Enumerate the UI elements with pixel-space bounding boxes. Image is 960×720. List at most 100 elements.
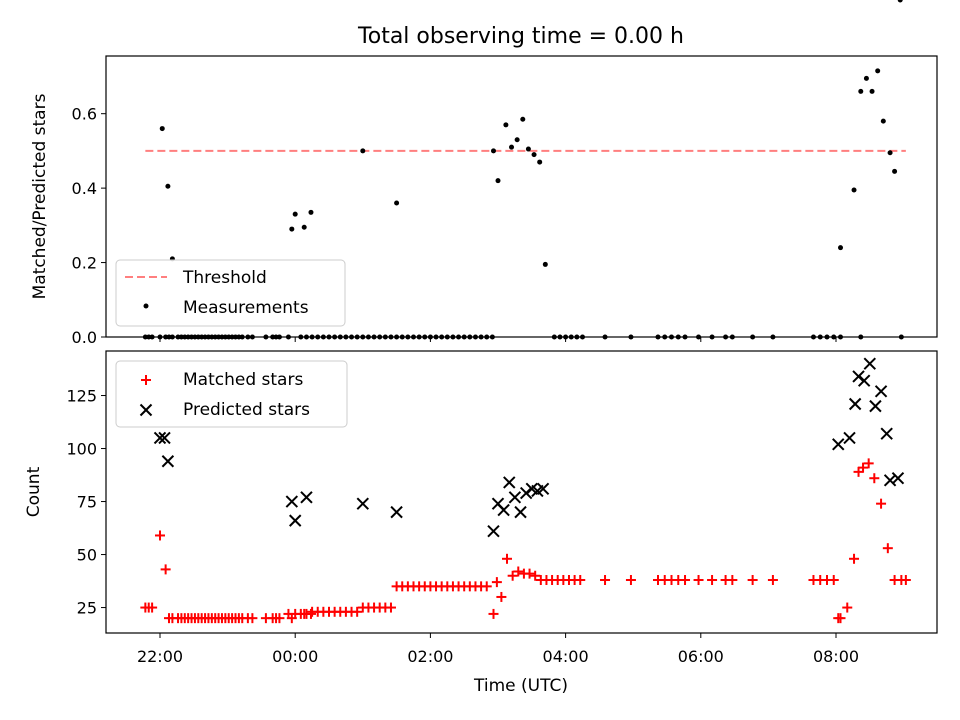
measurement-point [520, 116, 526, 122]
measurement-point [490, 148, 496, 154]
top-axes-frame [105, 55, 938, 338]
measurement-point [394, 200, 400, 206]
predicted-star-point [288, 514, 302, 527]
y-tick-label: 125 [66, 387, 97, 406]
matched-star-point [524, 568, 535, 579]
matched-star-point [488, 608, 499, 619]
measurement-point [897, 0, 903, 3]
x-tick-label: 22:00 [137, 647, 183, 666]
legend-predicted-label: Predicted stars [183, 400, 310, 420]
matched-star-point [828, 574, 839, 585]
measurement-point [531, 152, 537, 158]
legend-threshold-label: Threshold [182, 268, 267, 288]
predicted-star-point [158, 431, 171, 445]
y-tick-label: 100 [66, 440, 97, 459]
matched-star-point [385, 602, 396, 613]
predicted-star-point [843, 431, 856, 445]
predicted-star-point [285, 495, 299, 508]
matched-star-point [305, 608, 316, 619]
top-y-axis-label: Matched/Predicted stars [30, 93, 50, 299]
matched-star-point [496, 591, 507, 602]
matched-star-point [842, 602, 853, 613]
legend-predicted-marker [139, 403, 153, 417]
measurement-point [887, 150, 893, 156]
predicted-star-point [514, 505, 527, 519]
predicted-star-point [874, 385, 888, 398]
measurement-point [503, 122, 509, 128]
measurement-point [159, 126, 165, 132]
matched-star-point [247, 613, 258, 624]
measurement-point [289, 226, 295, 232]
matched-star-point [160, 564, 171, 575]
matched-star-point [481, 581, 492, 592]
predicted-star-point [300, 491, 313, 504]
predicted-star-point [863, 357, 877, 370]
predicted-star-point [487, 525, 500, 538]
matched-star-point [849, 553, 860, 564]
measurement-point [542, 261, 548, 267]
predicted-star-point [390, 505, 403, 519]
matched-star-point [707, 574, 718, 585]
legend-matched-label: Matched stars [183, 370, 303, 390]
bottom-panel: 25 50 75 100 125 22:00 00:00 02:00 04:00 06:00 08… [24, 350, 938, 696]
top-legend-box [115, 259, 346, 327]
measurement-point [851, 187, 857, 193]
legend-plus [141, 375, 151, 385]
predicted-star-point [832, 438, 845, 451]
y-tick-label: 0.2 [72, 254, 97, 273]
bottom-y-axis-label: Count [24, 466, 44, 517]
matched-star-point [502, 553, 513, 564]
measurement-point [514, 137, 520, 143]
measurement-point [525, 146, 531, 152]
chart-title: Total observing time = 0.00 h [357, 24, 684, 49]
x-tick-label: 00:00 [272, 647, 318, 666]
matched-star-point [507, 570, 518, 581]
y-tick-label: 0.0 [72, 328, 97, 347]
measurement-point [292, 211, 298, 217]
measurement-point [308, 209, 314, 215]
matched-star-point [900, 574, 911, 585]
matched-star-point [727, 574, 738, 585]
matched-star-point [274, 613, 285, 624]
predicted-star-point [880, 427, 893, 440]
matched-star-point [767, 574, 778, 585]
measurement-point [858, 88, 864, 94]
measurement-point [863, 75, 869, 81]
measurement-point [537, 159, 543, 165]
matched-star-point [147, 602, 158, 613]
predicted-star-point [857, 374, 871, 387]
top-x-ticks [159, 337, 837, 342]
matched-star-point [600, 574, 611, 585]
matched-star-point [876, 498, 887, 509]
matched-star-point [530, 570, 541, 581]
predicted-star-point [153, 431, 167, 445]
y-tick-label: 25 [77, 599, 97, 618]
legend-measurements-label: Measurements [183, 298, 309, 318]
matched-star-point [693, 574, 704, 585]
matched-star-point [863, 458, 874, 469]
matched-star-point [491, 577, 502, 588]
y-tick-label: 0.6 [72, 105, 97, 124]
predicted-star-point [536, 482, 550, 496]
bottom-plot-marks [140, 357, 911, 624]
y-tick-label: 75 [77, 493, 97, 512]
top-y-ticks: 0.0 0.2 0.4 0.6 [72, 105, 106, 347]
bottom-legend: Matched stars Predicted stars [115, 360, 348, 428]
matched-star-point [747, 574, 758, 585]
measurement-point [301, 224, 307, 230]
x-axis-label: Time (UTC) [473, 676, 568, 696]
measurement-point [165, 183, 171, 189]
bottom-y-ticks: 25 50 75 100 125 [66, 387, 106, 618]
predicted-star-point [869, 399, 882, 413]
measurement-point [880, 118, 886, 124]
top-plot-marks [142, 0, 906, 340]
matched-star-point [575, 574, 586, 585]
matched-star-point [858, 462, 869, 473]
top-legend: Threshold Measurements [115, 259, 346, 327]
measurement-point [360, 148, 366, 154]
measurement-point [838, 245, 844, 251]
matched-star-point [833, 613, 844, 624]
top-panel: 0.0 0.2 0.4 0.6 Matched/Predicted stars Thr… [30, 0, 938, 347]
measurement-point [495, 178, 501, 184]
